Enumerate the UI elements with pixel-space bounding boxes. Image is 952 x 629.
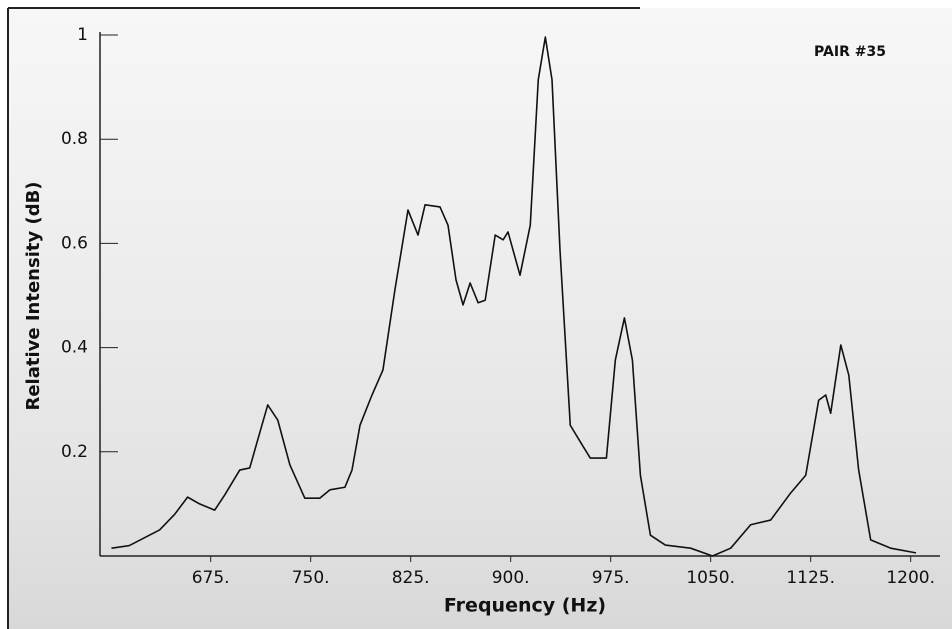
x-axis-label: Frequency (Hz) [444,595,606,617]
y-tick-label: 0.2 [61,442,88,462]
y-tick-label: 1 [77,25,88,45]
x-tick-label: 825. [392,568,430,588]
x-tick-label: 675. [192,568,230,588]
y-tick-label: 0.8 [61,129,88,149]
x-tick-label: 1050. [686,568,735,588]
y-tick-label: 0.4 [61,338,88,358]
spectrum-line [111,36,917,557]
x-tick-label: 1125. [786,568,835,588]
photo-backdrop [8,8,952,629]
x-tick-label: 975. [592,568,630,588]
y-axis-label: Relative Intensity (dB) [23,181,44,410]
x-tick-label: 900. [492,568,530,588]
x-tick-label: 1200. [886,568,935,588]
x-tick-label: 750. [292,568,330,588]
y-tick-label: 0.6 [61,233,88,253]
annotation: PAIR #35 [814,44,886,60]
